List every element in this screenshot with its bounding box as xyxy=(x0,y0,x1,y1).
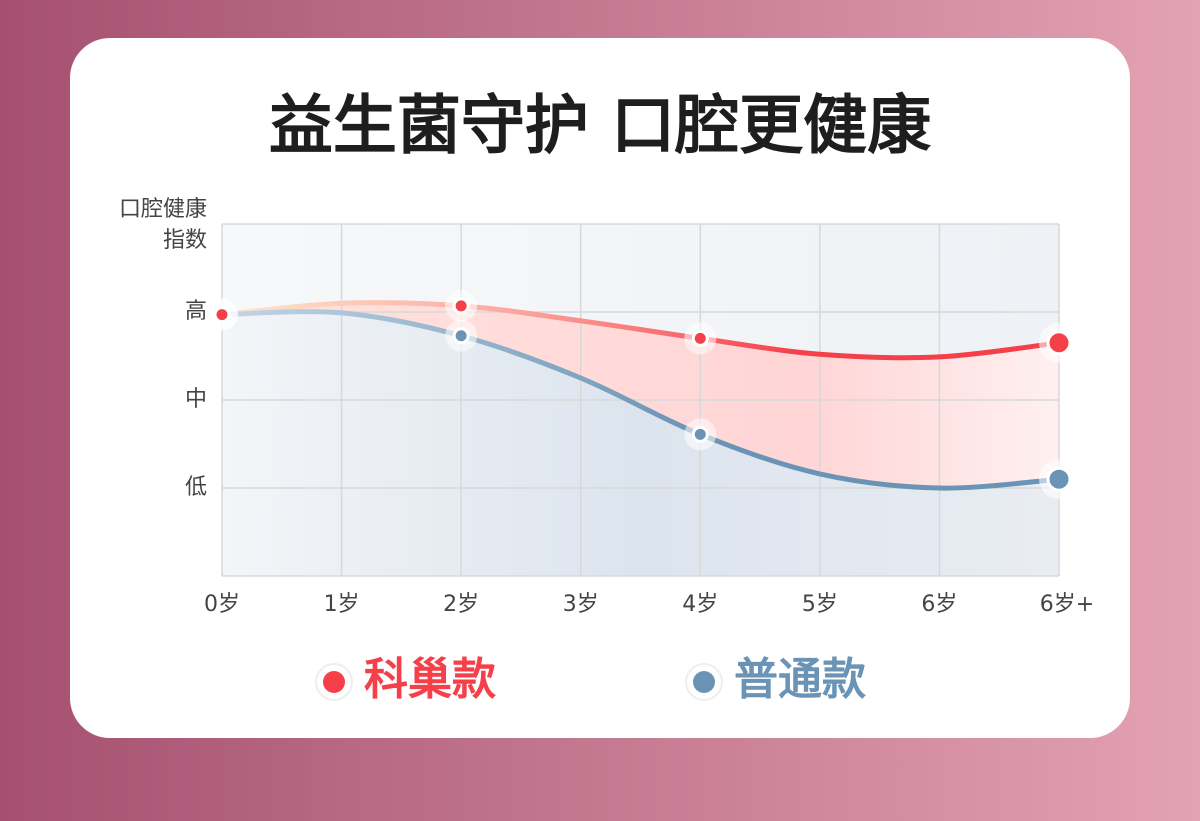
legend-marker xyxy=(693,671,715,693)
x-tick-label: 4岁 xyxy=(682,592,718,617)
marker xyxy=(213,306,231,324)
x-tick-label: 6岁 xyxy=(921,592,957,617)
y-tick-label: 高 xyxy=(185,299,207,324)
x-tick-label: 5岁 xyxy=(802,592,838,617)
y-axis-label: 口腔健康 xyxy=(119,197,207,222)
area-below xyxy=(222,311,1059,576)
legend-label: 科巢款 xyxy=(364,654,496,705)
marker xyxy=(1046,466,1072,492)
x-tick-label: 0岁 xyxy=(204,592,240,617)
legend-marker xyxy=(323,671,345,693)
x-tick-label: 1岁 xyxy=(324,592,360,617)
legend-label: 普通款 xyxy=(734,654,866,705)
marker xyxy=(691,329,709,347)
marker xyxy=(452,327,470,345)
series-line xyxy=(221,300,1060,361)
x-tick-label: 3岁 xyxy=(563,592,599,617)
marker xyxy=(1046,330,1072,356)
chart-title: 益生菌守护 口腔更健康 xyxy=(269,90,931,164)
marker xyxy=(691,425,709,443)
x-tick-label: 6岁+ xyxy=(1040,592,1094,617)
y-tick-label: 中 xyxy=(185,387,207,412)
y-tick-label: 低 xyxy=(185,475,207,500)
area-between xyxy=(222,302,1059,489)
marker xyxy=(452,297,470,315)
y-axis-label: 指数 xyxy=(163,228,207,253)
x-tick-label: 2岁 xyxy=(443,592,479,617)
series-line xyxy=(221,309,1060,491)
